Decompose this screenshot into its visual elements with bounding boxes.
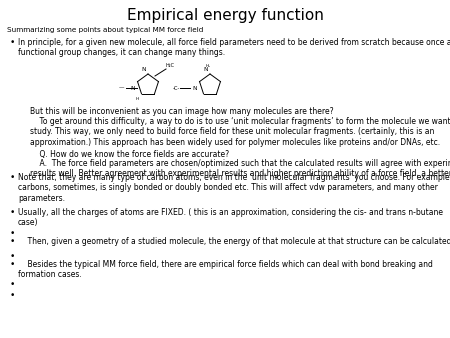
Text: N: N: [130, 86, 135, 91]
Text: •: •: [10, 229, 15, 238]
Text: Then, given a geometry of a studied molecule, the energy of that molecule at tha: Then, given a geometry of a studied mole…: [18, 237, 450, 246]
Text: •: •: [10, 280, 15, 289]
Text: Note that, they are many type of carbon atoms, even in the ‘unit molecular fragm: Note that, they are many type of carbon …: [18, 173, 450, 203]
Text: N: N: [142, 67, 146, 72]
Text: H₂C: H₂C: [166, 63, 175, 68]
Text: N: N: [204, 67, 208, 72]
Text: N: N: [193, 86, 197, 91]
Text: In principle, for a given new molecule, all force field parameters need to be de: In principle, for a given new molecule, …: [18, 38, 450, 57]
Text: •: •: [10, 237, 15, 246]
Text: •: •: [10, 252, 15, 261]
Text: •: •: [10, 291, 15, 300]
Text: But this will be inconvenient as you can image how many molecules are there?: But this will be inconvenient as you can…: [30, 107, 333, 116]
Text: -C-: -C-: [173, 86, 180, 91]
Text: A.  The force field parameters are chosen/optimized such that the calculated res: A. The force field parameters are chosen…: [30, 159, 450, 178]
Text: •: •: [10, 208, 15, 217]
Text: Summarizing some points about typical MM force field: Summarizing some points about typical MM…: [7, 27, 203, 33]
Text: H₂: H₂: [206, 64, 211, 68]
Text: —: —: [118, 86, 124, 91]
Text: Besides the typical MM force field, there are empirical force fields which can d: Besides the typical MM force field, ther…: [18, 260, 433, 280]
Text: Usually, all the charges of atoms are FIXED. ( this is an approximation, conside: Usually, all the charges of atoms are FI…: [18, 208, 443, 227]
Text: H: H: [135, 97, 139, 101]
Text: •: •: [10, 260, 15, 269]
Text: To get around this difficulty, a way to do is to use ‘unit molecular fragments’ : To get around this difficulty, a way to …: [30, 117, 450, 147]
Text: •: •: [10, 173, 15, 182]
Text: Q. How do we know the force fields are accurate?: Q. How do we know the force fields are a…: [30, 150, 229, 159]
Text: Empirical energy function: Empirical energy function: [126, 8, 324, 23]
Text: •: •: [10, 38, 15, 47]
